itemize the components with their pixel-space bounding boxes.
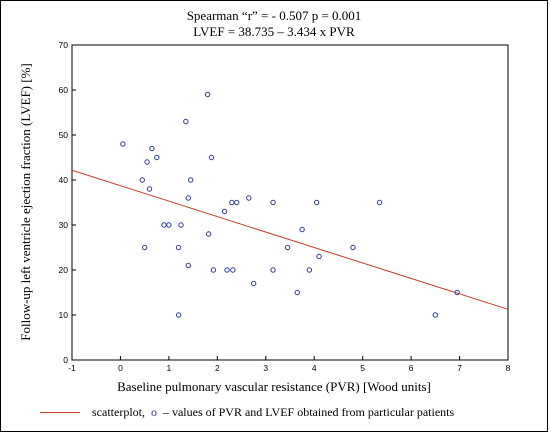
data-point	[224, 267, 230, 273]
data-point	[284, 244, 291, 251]
legend-line-label: scatterplot,	[92, 405, 145, 419]
data-point	[208, 154, 215, 161]
regression-line	[71, 169, 509, 310]
data-point	[313, 199, 320, 206]
data-point	[120, 141, 126, 147]
data-point	[175, 244, 182, 251]
data-point	[161, 222, 167, 228]
x-tick-label: 2	[215, 363, 220, 373]
data-point	[376, 199, 383, 206]
data-point	[230, 267, 236, 273]
data-point	[178, 222, 184, 228]
data-point	[144, 159, 150, 165]
data-point	[146, 186, 153, 192]
data-point	[229, 199, 235, 206]
y-tick-label: 70	[59, 40, 69, 50]
x-tick-label: 7	[457, 363, 462, 373]
chart-title: Spearman “r” = - 0.507 p = 0.001	[186, 8, 362, 23]
data-point	[306, 267, 313, 273]
x-tick-label: 8	[506, 363, 511, 373]
x-tick-label: -1	[68, 363, 76, 373]
data-point	[210, 267, 217, 273]
data-point	[316, 253, 322, 260]
data-point	[139, 177, 145, 183]
legend-line-swatch	[40, 412, 80, 413]
x-axis-label: Baseline pulmonary vascular resistance (…	[117, 379, 431, 394]
x-tick-label: 1	[167, 363, 172, 373]
data-point	[204, 91, 211, 98]
data-point	[270, 199, 276, 206]
data-point	[294, 289, 300, 296]
data-point	[270, 267, 276, 273]
y-tick-label: 30	[59, 220, 69, 230]
data-point	[154, 154, 160, 161]
x-tick-label: 5	[360, 363, 365, 373]
data-point	[221, 208, 228, 215]
y-tick-label: 50	[59, 130, 69, 140]
data-point	[185, 195, 191, 201]
data-point	[432, 312, 439, 318]
x-tick-label: 4	[312, 363, 317, 373]
data-point	[185, 262, 191, 269]
x-tick-label: 3	[263, 363, 268, 373]
y-tick-label: 10	[59, 310, 69, 320]
chart-subtitle: LVEF = 38.735 – 3.434 x PVR	[193, 24, 355, 39]
y-tick-label: 20	[59, 265, 69, 275]
data-point	[246, 195, 252, 201]
data-point	[183, 118, 189, 125]
x-tick-label: 6	[409, 363, 414, 373]
y-tick-label: 0	[63, 355, 68, 365]
data-point	[350, 244, 356, 251]
data-point	[175, 312, 182, 318]
data-point	[205, 231, 212, 237]
data-point	[149, 145, 155, 152]
data-point	[299, 226, 305, 233]
data-point	[141, 244, 148, 251]
y-tick-label: 40	[59, 175, 69, 185]
legend-marker-label: – values of PVR and LVEF obtained from p…	[162, 405, 455, 419]
y-axis-label: Follow-up left ventricle ejection fracti…	[18, 63, 33, 341]
legend: scatterplot, o – values of PVR and LVEF …	[40, 405, 454, 420]
data-point	[454, 289, 460, 296]
data-point	[187, 177, 194, 183]
data-point	[234, 199, 240, 206]
data-point	[250, 280, 257, 287]
y-tick-label: 60	[59, 85, 69, 95]
data-point	[166, 222, 172, 228]
x-tick-label: 0	[118, 363, 123, 373]
legend-marker-glyph: o	[150, 405, 157, 419]
plot-area	[71, 44, 509, 361]
